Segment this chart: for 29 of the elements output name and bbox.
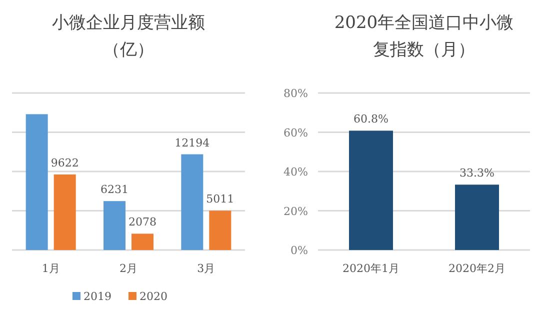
y-tick-label: 20% <box>284 204 308 218</box>
bar <box>104 201 126 250</box>
chart-title: 小微企业月度营业额 <box>52 13 205 33</box>
data-label: 33.3% <box>460 166 494 180</box>
bar <box>132 234 154 250</box>
data-label: 60.8% <box>354 112 388 126</box>
legend-label: 2020 <box>140 290 168 303</box>
x-tick-label: 1月 <box>42 262 60 275</box>
bar <box>209 210 232 250</box>
bar <box>54 174 76 250</box>
x-tick-label: 2020年2月 <box>448 262 506 275</box>
data-label: 5011 <box>206 192 234 206</box>
y-tick-label: 40% <box>284 166 308 178</box>
chart-subtitle: （亿） <box>103 40 154 60</box>
bar <box>181 154 204 250</box>
data-label: 9622 <box>50 156 79 170</box>
y-tick-label: 0% <box>290 244 308 257</box>
y-tick-label: 80% <box>284 87 308 100</box>
legend-label: 2019 <box>84 290 112 303</box>
data-label: 2078 <box>128 216 156 229</box>
x-tick-label: 2月 <box>120 262 138 275</box>
chart-title: 2020年全国道口中小微 <box>334 13 514 33</box>
x-tick-label: 3月 <box>197 262 216 275</box>
bar <box>26 114 48 250</box>
chart-subtitle: 复指数（月） <box>373 40 475 60</box>
y-tick-label: 60% <box>284 126 308 140</box>
data-label: 12194 <box>174 136 210 150</box>
data-label: 6231 <box>100 183 128 196</box>
x-tick-label: 2020年1月 <box>342 262 400 275</box>
